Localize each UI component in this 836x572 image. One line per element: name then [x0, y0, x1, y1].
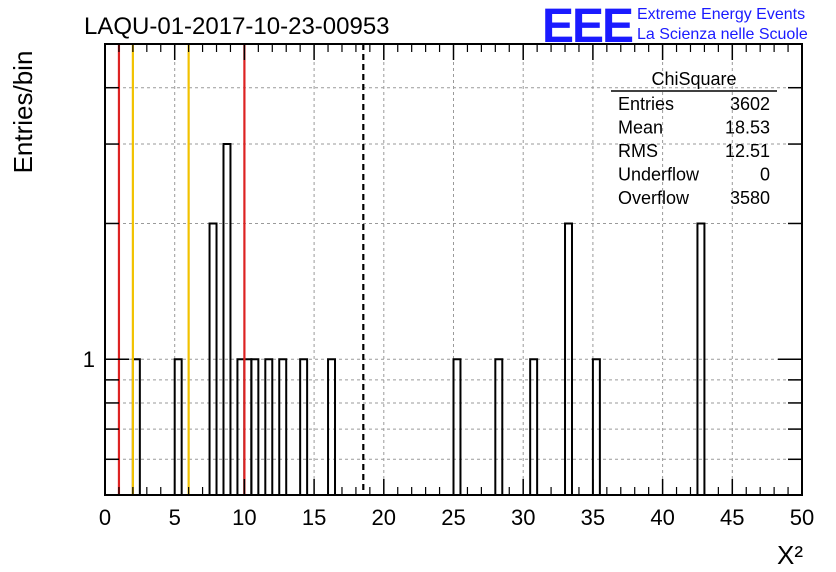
- x-tick-label: 5: [169, 505, 181, 530]
- histogram-bar: [278, 358, 288, 495]
- x-tick-label: 20: [372, 505, 396, 530]
- x-tick-label: 30: [511, 505, 535, 530]
- logo-mark: EEE: [542, 0, 633, 53]
- stats-row-value: 3580: [730, 188, 770, 208]
- x-tick-label: 50: [790, 505, 814, 530]
- histogram-bar: [173, 358, 183, 495]
- stats-title: ChiSquare: [651, 69, 736, 89]
- x-tick-label: 45: [720, 505, 744, 530]
- histogram-bar: [208, 222, 218, 495]
- histogram-bar: [696, 222, 706, 495]
- histogram-bar: [250, 358, 260, 495]
- histogram-bar: [452, 358, 462, 495]
- histogram-bar: [529, 358, 539, 495]
- histogram-bar: [327, 358, 337, 495]
- x-tick-label: 15: [302, 505, 326, 530]
- x-tick-label: 40: [650, 505, 674, 530]
- histogram-bar: [494, 358, 504, 495]
- logo-line-1: Extreme Energy Events: [637, 6, 805, 23]
- axis-ticks: [104, 44, 803, 495]
- histogram-bar: [591, 358, 601, 495]
- stats-row-label: RMS: [618, 141, 658, 161]
- stats-row-value: 3602: [730, 94, 770, 114]
- histogram-bar: [264, 358, 274, 495]
- x-tick-label: 25: [441, 505, 465, 530]
- logo-line-2: La Scienza nelle Scuole: [637, 26, 808, 43]
- threshold-lines: [117, 44, 365, 495]
- stats-row-label: Mean: [618, 118, 663, 138]
- y-axis-label: Entries/bin: [8, 51, 38, 174]
- stats-box: ChiSquare Entries 3602 Mean 18.53 RMS 12.51 Un…: [611, 69, 777, 208]
- histogram-bar: [564, 222, 573, 495]
- histogram-bar: [299, 358, 309, 495]
- eee-logo: EEE Extreme Energy Events La Scienza nel…: [542, 0, 808, 53]
- x-tick-label: 10: [232, 505, 256, 530]
- histogram-bar: [222, 143, 232, 495]
- stats-row-label: Underflow: [618, 165, 700, 185]
- chart-title: LAQU-01-2017-10-23-00953: [84, 13, 390, 40]
- x-tick-label: 35: [581, 505, 605, 530]
- stats-row-label: Overflow: [618, 188, 690, 208]
- x-tick-label: 0: [99, 505, 111, 530]
- stats-row-value: 0: [760, 165, 770, 185]
- x-axis-label: X²: [777, 540, 803, 570]
- y-tick-label: 1: [83, 347, 95, 372]
- tick-labels: 0 5 10 15 20 25 30 35 40 45 50 1: [83, 347, 814, 530]
- stats-row-value: 12.51: [725, 141, 770, 161]
- stats-row-label: Entries: [618, 94, 674, 114]
- stats-row-value: 18.53: [725, 118, 770, 138]
